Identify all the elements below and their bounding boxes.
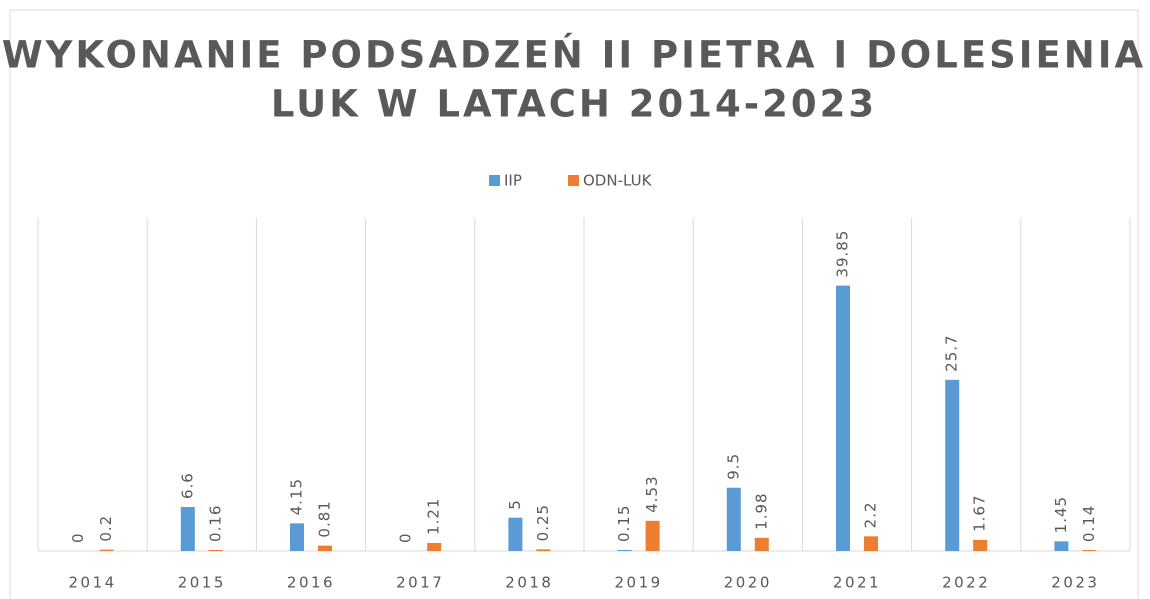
bar — [536, 549, 551, 551]
x-tick-label: 2016 — [287, 574, 335, 592]
bar — [318, 545, 332, 551]
data-label: 5 — [506, 499, 524, 510]
data-label: 6.6 — [178, 472, 196, 499]
bar — [99, 549, 114, 551]
x-tick-label: 2023 — [1051, 574, 1099, 592]
data-label: 4.15 — [288, 478, 306, 515]
legend-swatch — [489, 175, 500, 186]
bar — [1082, 550, 1097, 551]
x-tick-label: 2018 — [505, 574, 553, 592]
data-label: 0 — [69, 532, 87, 543]
x-tick-label: 2015 — [178, 574, 226, 592]
data-label: 1.98 — [752, 492, 770, 529]
bar — [180, 507, 195, 551]
bar — [726, 487, 741, 551]
chart-title: LUK W LATACH 2014-2023 — [271, 83, 877, 126]
bar — [427, 542, 442, 551]
legend-swatch — [568, 175, 579, 186]
bar — [973, 539, 988, 551]
chart-title: WYKONANIE PODSADZEŃ II PIETRA I DOLESIEN… — [2, 33, 1146, 77]
x-tick-label: 2017 — [396, 574, 444, 592]
bar — [836, 285, 850, 551]
x-tick-label: 2020 — [724, 574, 772, 592]
bar — [754, 537, 769, 551]
data-label: 2.2 — [862, 501, 880, 528]
data-label: 0.2 — [97, 515, 115, 542]
bar — [508, 517, 523, 551]
x-tick-label: 2014 — [69, 574, 117, 592]
bar — [945, 379, 960, 551]
legend-label: IIP — [504, 172, 522, 190]
x-tick-label: 2019 — [615, 574, 663, 592]
legend-label: ODN-LUK — [583, 172, 653, 190]
data-label: 0.16 — [206, 505, 224, 542]
data-label: 4.53 — [643, 475, 661, 512]
bar — [1054, 541, 1069, 551]
data-label: 1.67 — [971, 494, 989, 531]
data-label: 0.81 — [316, 500, 334, 537]
bar — [617, 550, 632, 551]
bar — [290, 523, 304, 551]
bar — [208, 549, 223, 551]
data-label: 39.85 — [834, 230, 852, 278]
x-tick-label: 2022 — [942, 574, 990, 592]
data-label: 25.7 — [943, 334, 961, 371]
data-label: 0.25 — [534, 504, 552, 541]
data-label: 9.5 — [724, 453, 742, 480]
x-tick-label: 2021 — [833, 574, 881, 592]
data-label: 0.15 — [615, 505, 633, 542]
bar — [645, 520, 660, 551]
data-label: 1.45 — [1052, 496, 1070, 533]
data-label: 0.14 — [1080, 505, 1098, 542]
data-label: 0 — [397, 532, 415, 543]
bar — [864, 536, 878, 551]
data-label: 1.21 — [425, 498, 443, 535]
